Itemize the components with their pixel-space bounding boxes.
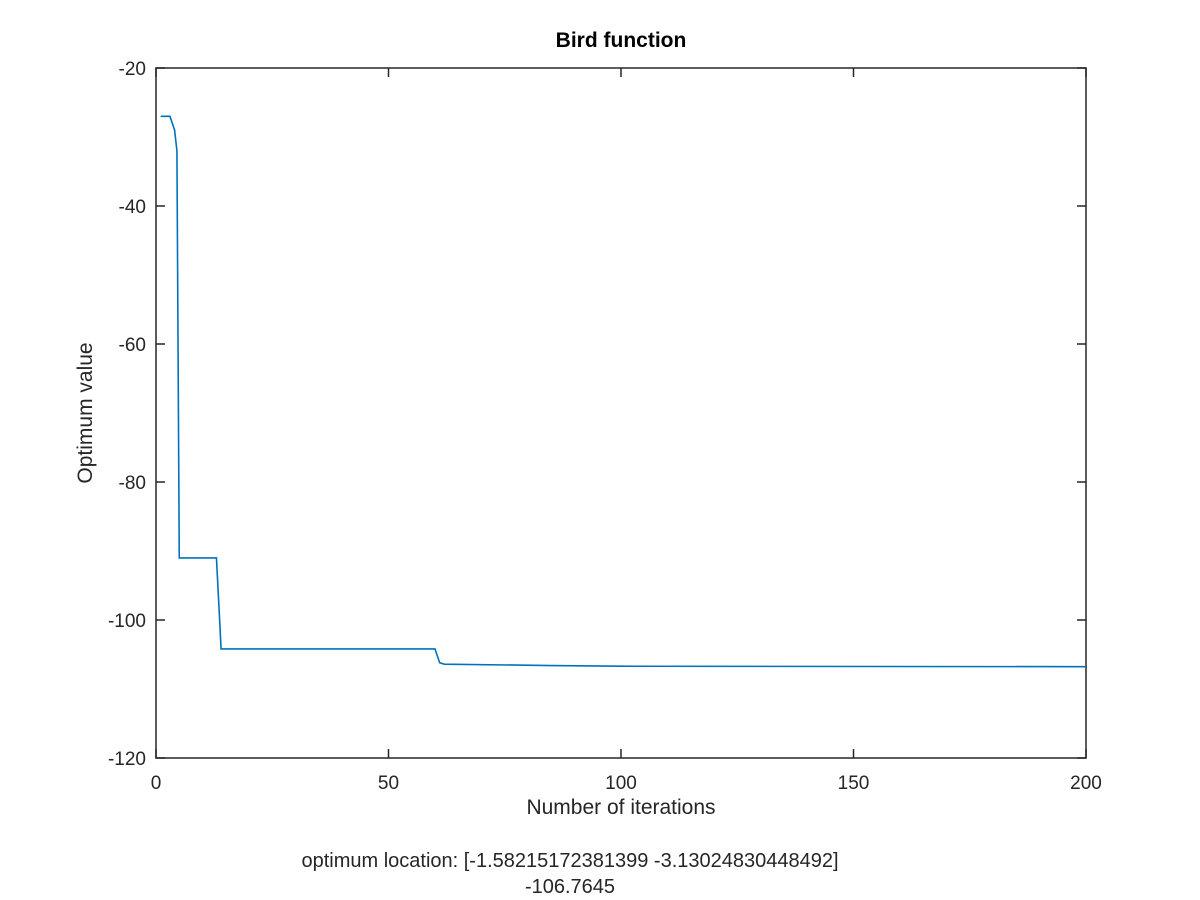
y-tick-label: -100 (108, 611, 146, 632)
x-tick-label: 0 (151, 773, 162, 794)
series-line (160, 115, 1087, 668)
x-tick-label: 200 (1070, 773, 1102, 794)
plot-area (155, 67, 1087, 759)
x-axis-label: Number of iterations (526, 796, 715, 819)
y-tick-label: -20 (119, 59, 146, 80)
x-tick-label: 150 (838, 773, 870, 794)
x-tick-label: 100 (605, 773, 637, 794)
optimum-location-caption: optimum location: [-1.58215172381399 -3.… (301, 850, 839, 872)
y-tick-label: -120 (108, 749, 146, 770)
y-tick-label: -80 (119, 473, 146, 494)
chart-title: Bird function (556, 29, 687, 52)
y-axis-label: Optimum value (74, 342, 97, 483)
y-tick-label: -40 (119, 197, 146, 218)
optimum-value-caption: -106.7645 (524, 876, 616, 898)
y-tick-label: -60 (119, 335, 146, 356)
chart: 0 50 100 150 200 -120 -100 -80 -60 -40 -20 Bird fun… (74, 29, 1102, 819)
x-tick-label: 50 (378, 773, 399, 794)
